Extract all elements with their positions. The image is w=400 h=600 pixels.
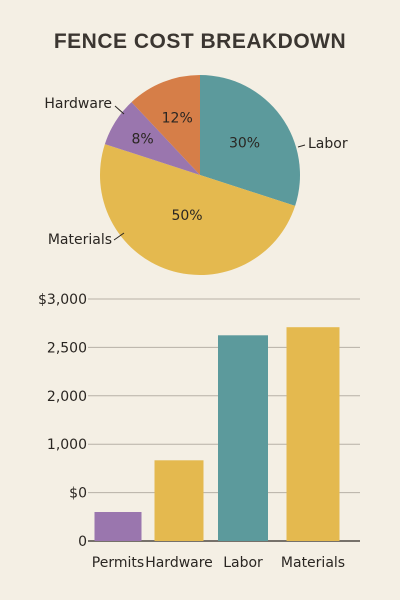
x-tick-label-permits: Permits [92, 555, 144, 571]
pie-value-label-hardware: 8% [131, 132, 153, 148]
pie-category-label-labor: Labor [308, 136, 348, 152]
pie-slice-materials [99, 144, 296, 276]
pie-slice-12 [131, 75, 200, 175]
pie-slice-hardware [104, 102, 200, 175]
pie-category-label-materials: Materials [48, 232, 112, 248]
pie-slice-labor [200, 75, 301, 206]
pie-value-label-labor: 30% [229, 136, 260, 152]
bar-hardware [154, 460, 204, 541]
pie-leader-line-labor [297, 144, 306, 148]
bar-permits [94, 512, 142, 541]
x-tick-label-labor: Labor [223, 555, 263, 571]
y-tick-label: $0 [69, 486, 87, 502]
x-tick-label-materials: Materials [281, 555, 345, 571]
bar-labor [218, 335, 268, 541]
y-tick-label: 1,000 [47, 437, 87, 453]
pie-value-label-12: 12% [162, 110, 193, 126]
pie-category-label-hardware: Hardware [44, 96, 112, 112]
pie-value-label-materials: 50% [171, 208, 202, 224]
pie-leader-line-materials [113, 232, 125, 241]
bar-materials [286, 327, 340, 541]
y-tick-label: 2,000 [47, 389, 87, 405]
pie-chart: 30% Labor 50% Materials 8% Hardware 12% [44, 75, 348, 276]
y-tick-label: 0 [78, 534, 87, 550]
pie-leader-line-hardware [114, 105, 125, 115]
chart-title: FENCE COST BREAKDOWN [53, 30, 347, 53]
y-tick-label: $3,000 [38, 292, 87, 308]
x-tick-label-hardware: Hardware [145, 555, 213, 571]
bar-chart: 0 $0 1,000 2,000 2,500 $3,000 Permits Hardware L… [38, 292, 360, 571]
y-tick-label: 2,500 [47, 340, 87, 356]
